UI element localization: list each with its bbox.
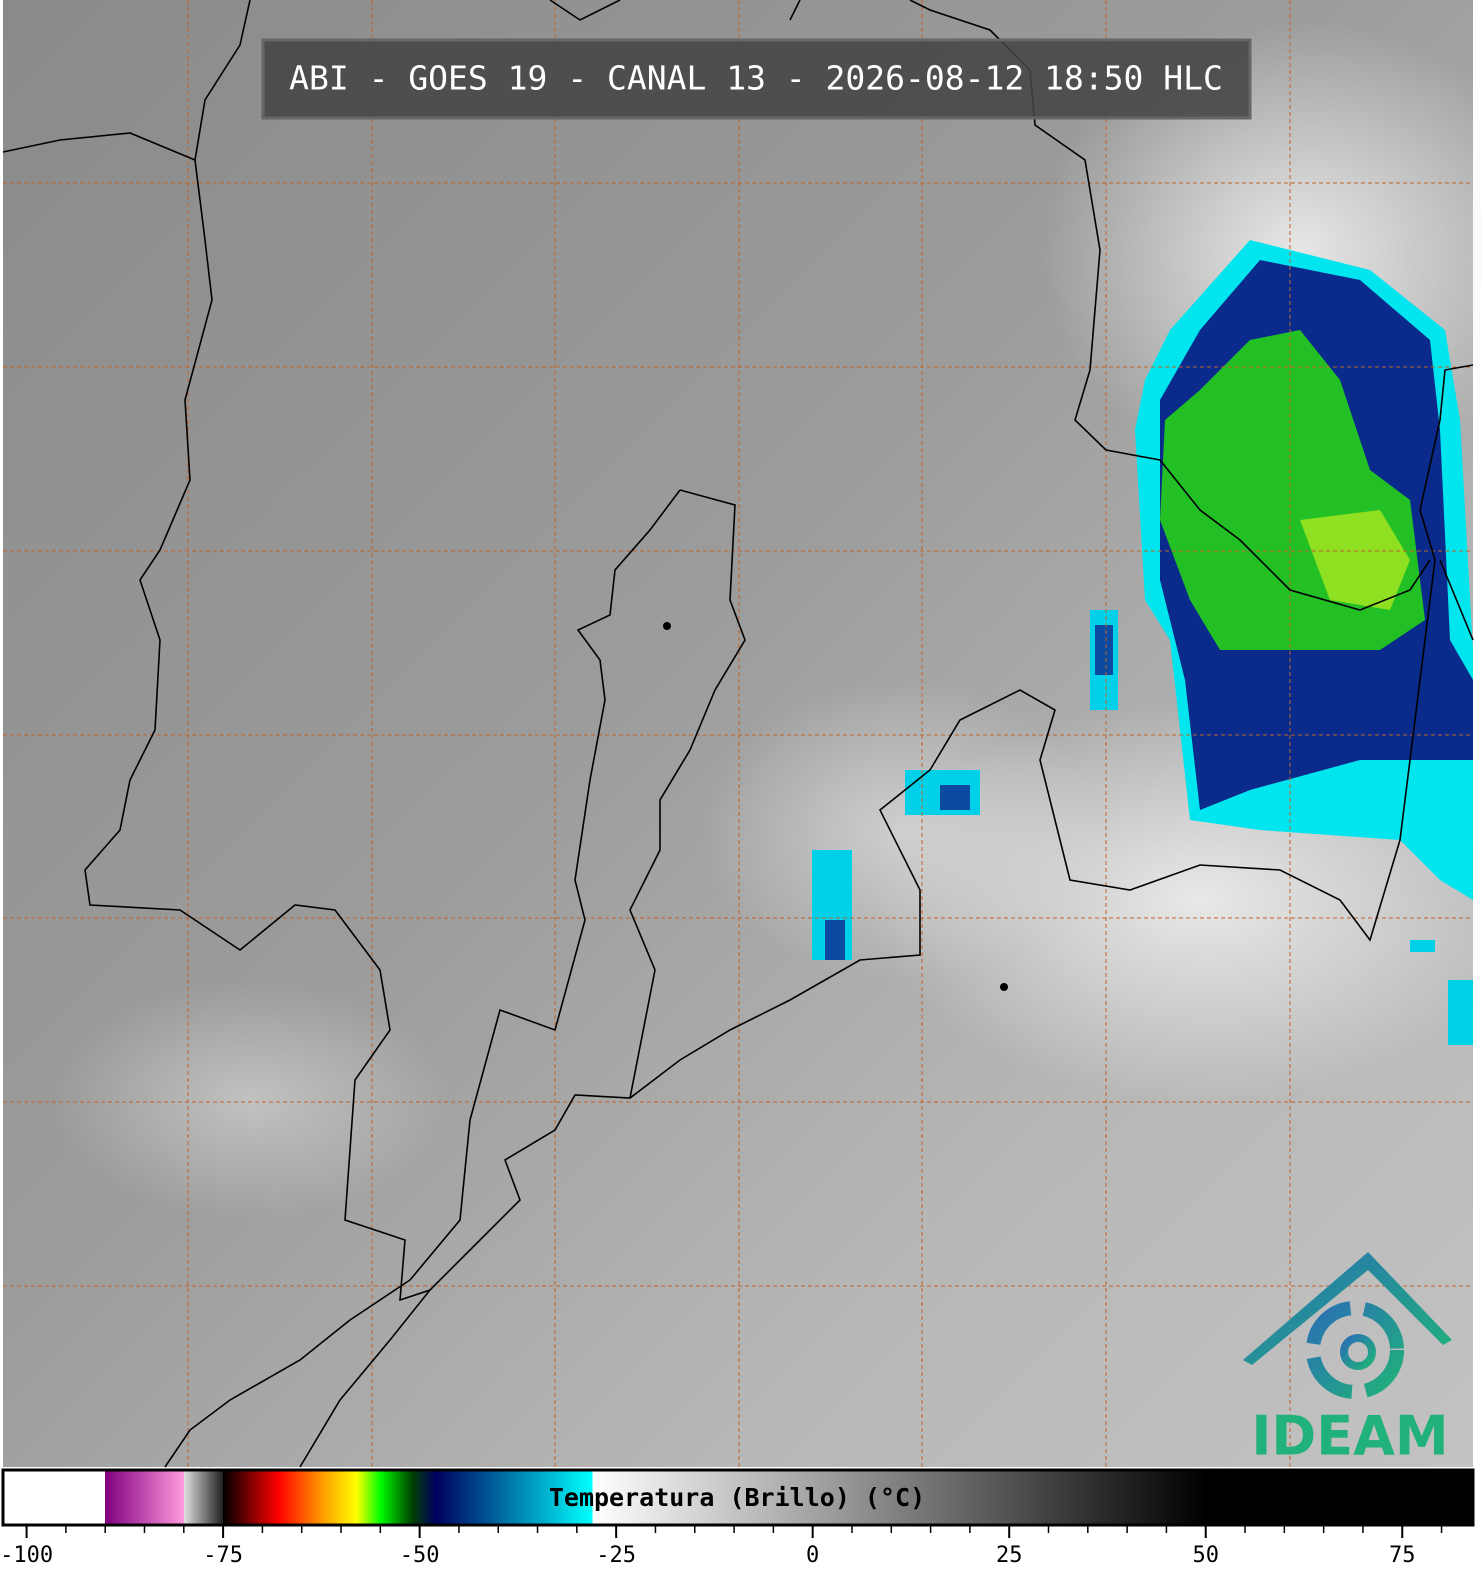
graticule [3, 0, 1473, 1467]
colorbar-label: Temperatura (Brillo) (°C) [549, 1483, 925, 1512]
city-marker [663, 622, 671, 630]
tick-label: 75 [1389, 1543, 1416, 1568]
tick-label: -100 [0, 1543, 53, 1568]
logo: IDEAM [1243, 1252, 1452, 1468]
tick-label: 50 [1192, 1543, 1219, 1568]
title: ABI - GOES 19 - CANAL 13 - 2026-08-12 18… [289, 59, 1223, 98]
city-marker [1000, 983, 1008, 991]
borders [2, 0, 1474, 1468]
tick-label: 25 [996, 1543, 1023, 1568]
satellite-image [3, 0, 1481, 1467]
tick-label: -50 [400, 1543, 440, 1568]
colorbar: Temperatura (Brillo) (°C) -100 -75 -50 -25 0… [0, 1468, 1475, 1568]
tick-label: 0 [806, 1543, 819, 1568]
tick-label: -75 [203, 1543, 243, 1568]
logo-text: IDEAM [1251, 1405, 1448, 1468]
tick-label: -25 [596, 1543, 636, 1568]
colorbar-fill [1, 1468, 1475, 1527]
title-box: ABI - GOES 19 - CANAL 13 - 2026-08-12 18… [261, 38, 1252, 120]
